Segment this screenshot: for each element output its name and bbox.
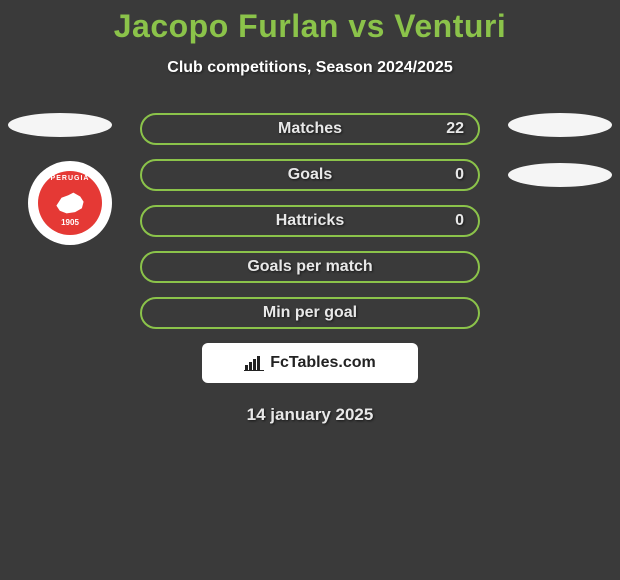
attribution-box: FcTables.com xyxy=(202,343,418,383)
player-slot-left xyxy=(8,113,112,137)
page-title: Jacopo Furlan vs Venturi xyxy=(0,0,620,45)
stat-row-goals-per-match: Goals per match xyxy=(140,251,480,283)
stat-label: Hattricks xyxy=(276,212,344,230)
attribution-text: FcTables.com xyxy=(270,354,376,372)
stat-label: Matches xyxy=(278,120,342,138)
player-slot-right-1 xyxy=(508,113,612,137)
stat-row-matches: Matches 22 xyxy=(140,113,480,145)
stat-value: 0 xyxy=(455,212,464,230)
stat-label: Goals xyxy=(288,166,332,184)
stat-value: 22 xyxy=(446,120,464,138)
stat-value: 0 xyxy=(455,166,464,184)
stat-label: Min per goal xyxy=(263,304,357,322)
stat-label: Goals per match xyxy=(247,258,372,276)
snapshot-date: 14 january 2025 xyxy=(0,405,620,425)
griffin-icon xyxy=(53,190,87,216)
club-badge-inner: PERUGIA 1905 xyxy=(38,171,102,235)
stat-row-goals: Goals 0 xyxy=(140,159,480,191)
comparison-panel: PERUGIA 1905 Matches 22 Goals 0 Hattrick… xyxy=(0,113,620,425)
stat-row-min-per-goal: Min per goal xyxy=(140,297,480,329)
player-slot-right-2 xyxy=(508,163,612,187)
stat-row-hattricks: Hattricks 0 xyxy=(140,205,480,237)
club-badge: PERUGIA 1905 xyxy=(28,161,112,245)
club-badge-year: 1905 xyxy=(61,218,79,227)
club-badge-name: PERUGIA xyxy=(51,175,90,182)
bar-chart-icon xyxy=(244,355,264,371)
page-subtitle: Club competitions, Season 2024/2025 xyxy=(0,59,620,77)
